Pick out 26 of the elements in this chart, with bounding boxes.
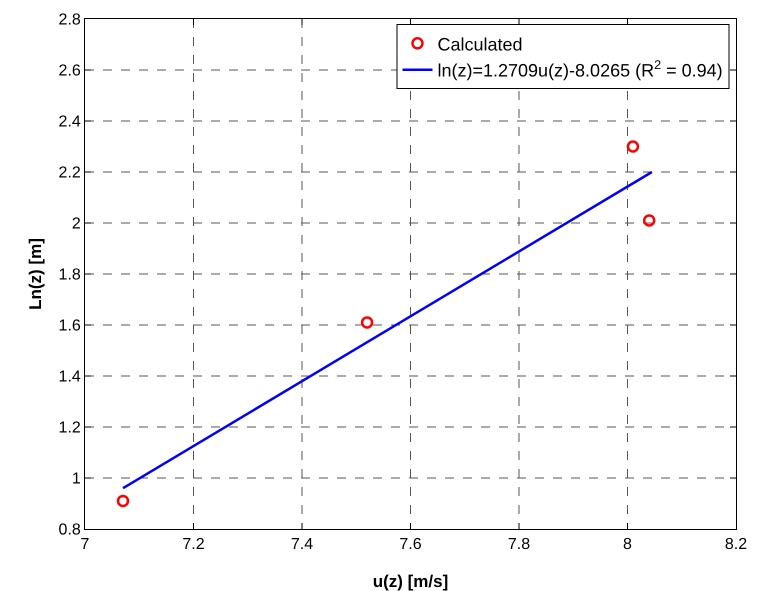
legend-label: ln(z)=1.2709u(z)-8.0265 (R$^{2}$ = 0.94) (437, 58, 723, 81)
y-tick-label: 1.2 (58, 420, 81, 437)
y-tick-label: 1.8 (58, 266, 81, 284)
point (642, 214, 656, 227)
x-tick-label: 7.6 (399, 536, 422, 554)
y-tick-label: 1.4 (58, 368, 81, 386)
x-tick-label: 8 (623, 536, 632, 554)
point (116, 494, 130, 508)
x-tick-label: 7.8 (508, 536, 530, 554)
x-tick-label: 7.4 (290, 536, 314, 554)
y-tick-label: 2.6 (58, 62, 81, 80)
y-axis-title: Ln(z) [m] (26, 238, 45, 310)
x-tick-label: 7 (80, 536, 90, 554)
y-tick-label: 0.8 (58, 522, 81, 539)
x-axis-title: u(z) [m/s] (372, 572, 448, 591)
y-tick-label: 2.4 (58, 114, 81, 131)
y-tick-label: 1.6 (58, 318, 81, 335)
x-tick-label: 7.2 (182, 536, 205, 554)
point (626, 140, 640, 153)
x-tick-label: 8.2 (724, 536, 748, 554)
y-tick-label: 2.2 (58, 164, 81, 182)
y-tick-label: 2 (72, 216, 81, 233)
y-tick-label: 1 (72, 470, 81, 488)
y-tick-label: 2.8 (58, 12, 81, 29)
legend-label: Calculated (437, 34, 523, 54)
point (360, 316, 374, 329)
